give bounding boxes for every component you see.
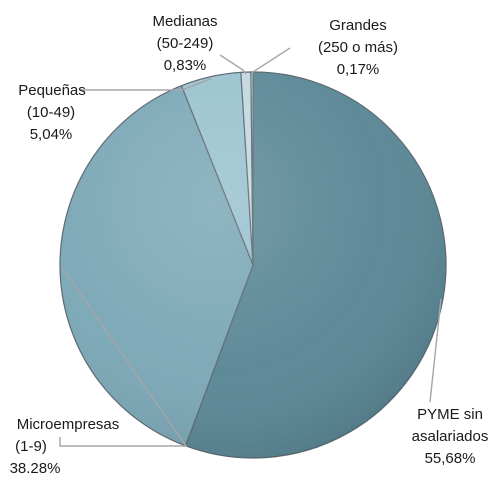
data-label-grandes-value: 0,17%: [337, 61, 380, 78]
leader-line-grandes: [252, 48, 290, 74]
leader-line-medianas: [220, 55, 246, 74]
data-label-medianas-line2: (50-249): [157, 35, 214, 52]
pie-slices: [60, 72, 446, 458]
data-label-medianas: Medianas (50-249) 0,83%: [152, 13, 217, 74]
data-label-pequenas-line1: Pequeñas: [18, 82, 86, 99]
data-label-pyme-sin-asalariados: PYME sin asalariados 55,68%: [412, 406, 489, 467]
data-label-grandes-line1: Grandes: [329, 17, 387, 34]
data-label-grandes-line2: (250 o más): [318, 39, 398, 56]
data-label-pequenas-line2: (10-49): [27, 104, 75, 121]
data-label-pyme-value: 55,68%: [425, 450, 476, 467]
data-label-pequenas-value: 5,04%: [30, 126, 73, 143]
data-label-grandes: Grandes (250 o más) 0,17%: [318, 17, 398, 78]
data-label-medianas-line1: Medianas: [152, 13, 217, 30]
data-label-pyme-line2: asalariados: [412, 428, 489, 445]
data-label-micro-line2: (1-9): [15, 438, 47, 455]
data-label-micro-line1: Microempresas: [17, 416, 120, 433]
data-label-pequenas: Pequeñas (10-49) 5,04%: [18, 82, 86, 143]
data-label-medianas-value: 0,83%: [164, 57, 207, 74]
data-label-pyme-line1: PYME sin: [417, 406, 483, 423]
data-label-micro-value: 38.28%: [10, 460, 61, 477]
